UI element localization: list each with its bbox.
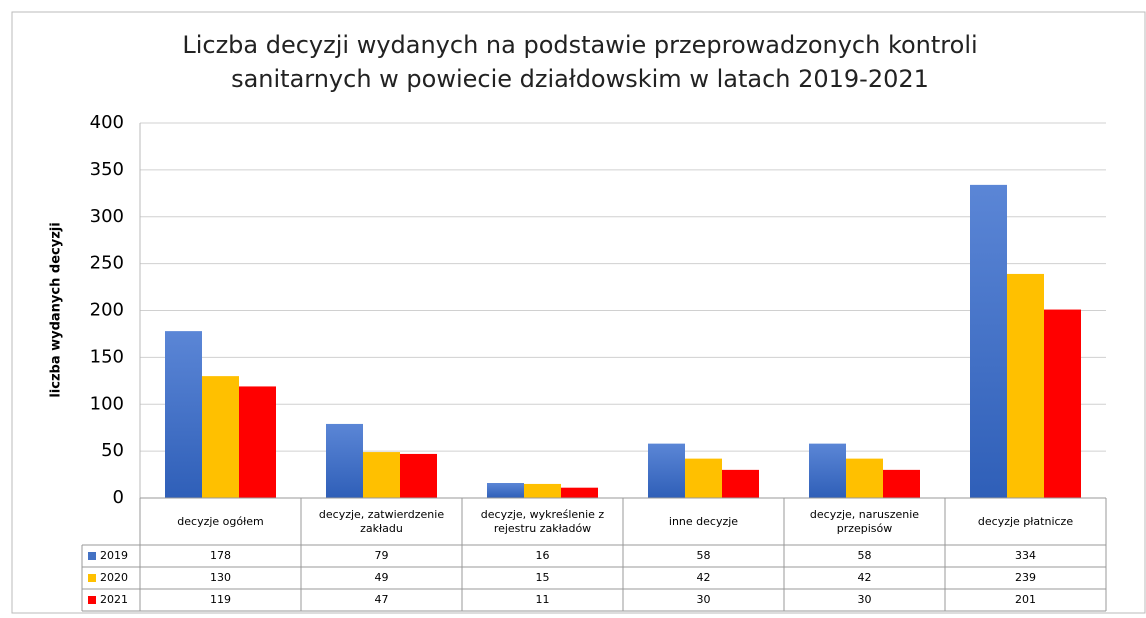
- bar: [970, 184, 1007, 498]
- bar: [202, 376, 239, 498]
- table-value: 49: [375, 571, 389, 584]
- bar: [883, 469, 920, 498]
- table-value: 15: [536, 571, 550, 584]
- bar: [165, 331, 202, 498]
- table-value: 30: [697, 593, 711, 606]
- bar: [326, 423, 363, 498]
- bar: [487, 483, 524, 498]
- table-value: 201: [1015, 593, 1036, 606]
- legend-swatch: [88, 552, 96, 560]
- bar: [1044, 309, 1081, 498]
- x-tick-label: decyzje płatnicze: [977, 514, 1074, 528]
- table-value: 58: [697, 549, 711, 562]
- table-value: 178: [210, 549, 231, 562]
- y-tick-label: 300: [90, 206, 124, 227]
- legend-label: 2021: [100, 593, 128, 606]
- bar: [722, 469, 759, 498]
- y-tick-label: 100: [90, 393, 124, 414]
- table-value: 42: [858, 571, 872, 584]
- y-tick-label: 350: [90, 159, 124, 180]
- table-value: 16: [536, 549, 550, 562]
- category-cell: decyzje, zatwierdzenie zakładu: [318, 507, 445, 535]
- x-tick-label: inne decyzje: [668, 514, 739, 528]
- y-tick-label: 200: [90, 300, 124, 321]
- x-tick-label: decyzje, naruszenie przepisów: [809, 507, 920, 535]
- bar: [524, 483, 561, 498]
- bar: [685, 458, 722, 498]
- table-value: 119: [210, 593, 231, 606]
- category-cell: decyzje, naruszenie przepisów: [809, 507, 920, 535]
- x-tick-label: decyzje ogółem: [177, 514, 264, 528]
- legend-label: 2020: [100, 571, 128, 584]
- category-cell: decyzje, wykreślenie z rejestru zakładów: [480, 507, 605, 535]
- bar: [648, 443, 685, 498]
- table-value: 79: [375, 549, 389, 562]
- legend-swatch: [88, 574, 96, 582]
- bar: [846, 458, 883, 498]
- category-cell: decyzje ogółem: [177, 514, 264, 528]
- title-box: Liczba decyzji wydanych na podstawie prz…: [182, 31, 978, 93]
- chart-border: [11, 11, 1146, 614]
- table-value: 58: [858, 549, 872, 562]
- y-tick-label: 150: [90, 346, 124, 367]
- bar: [363, 452, 400, 498]
- table-value: 239: [1015, 571, 1036, 584]
- table-value: 11: [536, 593, 550, 606]
- bar: [1007, 273, 1044, 498]
- bar: [561, 487, 598, 498]
- table-value: 47: [375, 593, 389, 606]
- x-tick-label: decyzje, zatwierdzenie zakładu: [318, 507, 445, 535]
- table-value: 130: [210, 571, 231, 584]
- x-tick-label: decyzje, wykreślenie z rejestru zakładów: [480, 507, 605, 535]
- bar: [400, 453, 437, 498]
- category-cell: inne decyzje: [668, 514, 739, 528]
- legend-swatch: [88, 596, 96, 604]
- category-cell: decyzje płatnicze: [977, 514, 1074, 528]
- table-value: 30: [858, 593, 872, 606]
- legend-label: 2019: [100, 549, 128, 562]
- bar: [809, 443, 846, 498]
- y-tick-label: 400: [90, 112, 124, 133]
- chart-title: Liczba decyzji wydanych na podstawie prz…: [182, 31, 978, 93]
- table-value: 334: [1015, 549, 1036, 562]
- y-tick-label: 250: [90, 253, 124, 274]
- y-tick-label: 50: [101, 440, 124, 461]
- table-value: 42: [697, 571, 711, 584]
- bar: [239, 386, 276, 498]
- y-axis-label: liczba wydanych decyzji: [49, 222, 64, 397]
- y-tick-label: 0: [113, 487, 124, 508]
